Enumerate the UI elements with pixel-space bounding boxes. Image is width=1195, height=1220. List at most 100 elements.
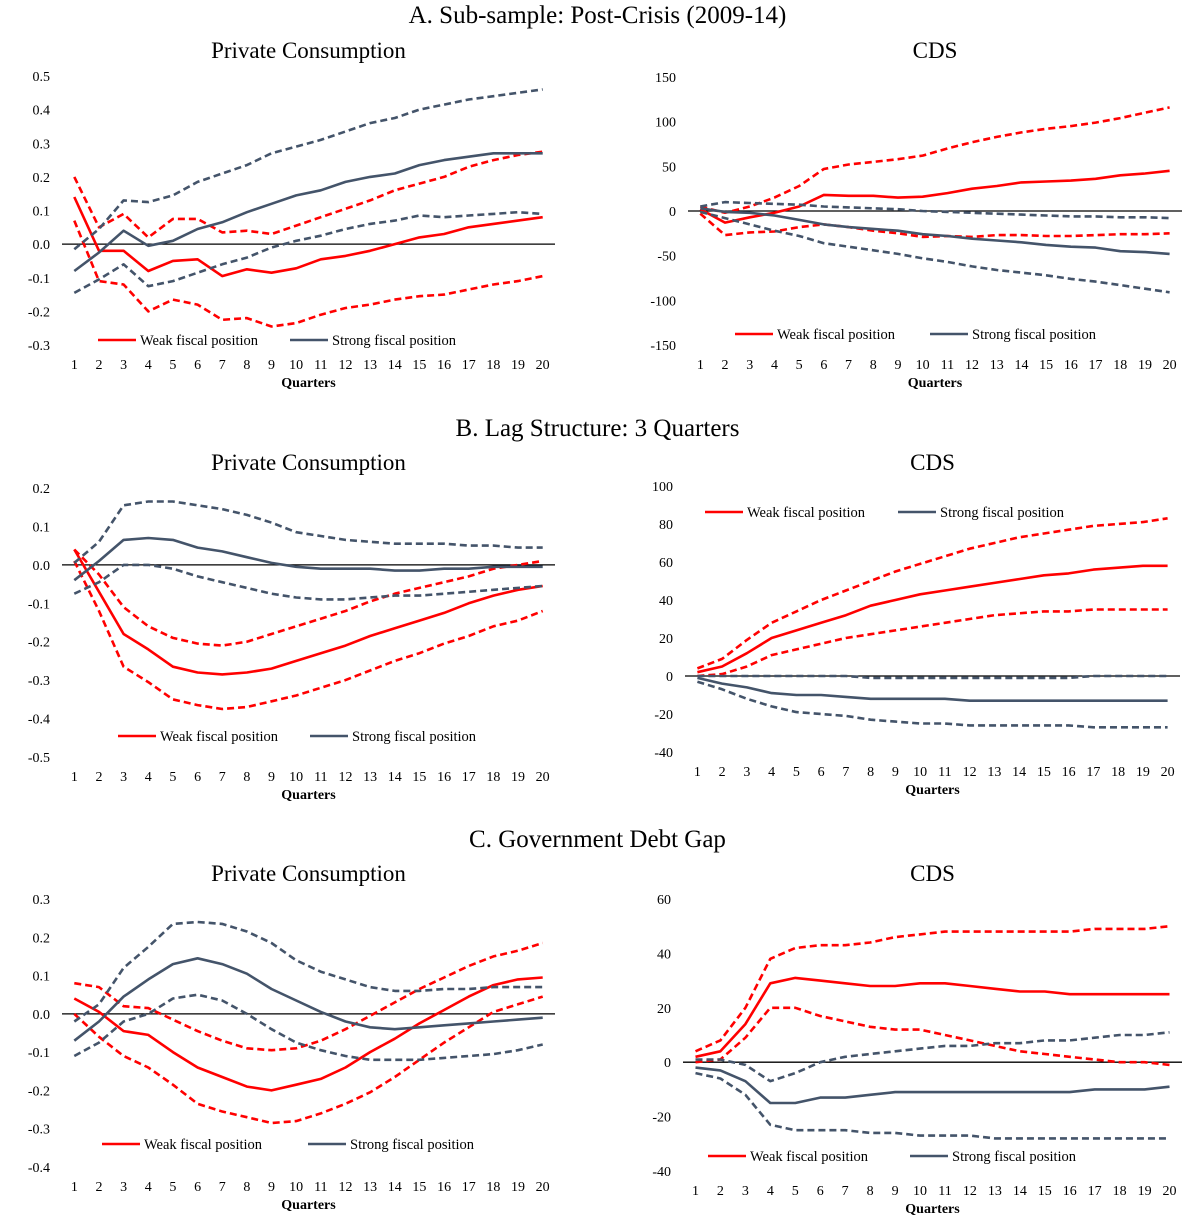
strong-band-line xyxy=(697,680,1168,729)
y-tick-label: 0.0 xyxy=(33,238,51,253)
x-tick-label: 4 xyxy=(145,770,152,785)
x-tick-label: 17 xyxy=(462,1180,476,1195)
x-tick-label: 19 xyxy=(511,770,525,785)
y-tick-label: -100 xyxy=(650,294,676,309)
x-tick-label: 5 xyxy=(169,358,176,373)
x-tick-label: 20 xyxy=(1163,1184,1177,1199)
x-tick-label: 14 xyxy=(1014,358,1028,373)
x-tick-label: 12 xyxy=(965,358,979,373)
strong-band-line xyxy=(695,1071,1170,1140)
x-tick-label: 7 xyxy=(842,765,849,780)
x-tick-label: 3 xyxy=(746,358,753,373)
legend-label-weak: Weak fiscal position xyxy=(160,729,279,745)
x-tick-label: 18 xyxy=(486,770,500,785)
x-tick-label: 12 xyxy=(963,765,977,780)
weak-band-line xyxy=(74,941,544,1052)
weak-band-line xyxy=(73,560,544,711)
y-tick-label: 40 xyxy=(659,594,673,609)
y-tick-label: 0.0 xyxy=(33,1008,51,1023)
y-tick-label: 0.1 xyxy=(33,970,51,985)
x-tick-label: 5 xyxy=(169,1180,176,1195)
x-tick-label: 15 xyxy=(412,358,426,373)
legend-label-weak: Weak fiscal position xyxy=(144,1137,263,1153)
weak-series-line xyxy=(73,548,543,676)
x-tick-label: 14 xyxy=(388,770,402,785)
y-tick-label: 0 xyxy=(664,1056,671,1071)
strong-band-line xyxy=(699,210,1170,294)
x-tick-label: 20 xyxy=(536,770,550,785)
x-tick-label: 19 xyxy=(1138,358,1152,373)
x-tick-label: 17 xyxy=(1086,765,1100,780)
y-tick-label: -0.1 xyxy=(28,272,50,287)
strong-series-line xyxy=(697,676,1168,703)
weak-series-line xyxy=(73,976,543,1092)
weak-band-line xyxy=(73,150,543,239)
x-tick-label: 12 xyxy=(963,1184,977,1199)
x-tick-label: 7 xyxy=(219,770,226,785)
strong-series-line xyxy=(73,957,543,1042)
x-tick-label: 20 xyxy=(1163,358,1177,373)
x-axis-label: Quarters xyxy=(905,783,960,798)
weak-band-line xyxy=(694,924,1170,1053)
x-tick-label: 1 xyxy=(697,358,704,373)
x-axis-label: Quarters xyxy=(281,788,336,803)
weak-series-line xyxy=(697,564,1168,674)
x-tick-label: 10 xyxy=(289,1180,303,1195)
x-axis-label: Quarters xyxy=(281,1198,336,1213)
x-tick-label: 2 xyxy=(95,770,102,785)
x-tick-label: 15 xyxy=(412,1180,426,1195)
y-tick-label: -0.2 xyxy=(28,636,50,651)
x-tick-label: 19 xyxy=(1136,765,1150,780)
x-tick-label: 7 xyxy=(845,358,852,373)
y-tick-label: 0.2 xyxy=(33,171,51,186)
chart-b-private-consumption: Private Consumption 0.2 0.1 0.0 -0.1 -0.2 -0.3… xyxy=(28,450,555,803)
y-tick-label: -150 xyxy=(650,339,676,354)
legend-label-weak: Weak fiscal position xyxy=(747,505,866,521)
x-tick-label: 11 xyxy=(938,1184,951,1199)
chart-a-private-consumption: Private Consumption 0.5 0.4 0.3 0.2 0.1 0.0 -0.… xyxy=(28,38,555,391)
x-tick-label: 3 xyxy=(120,358,127,373)
chart-title: CDS xyxy=(913,38,958,63)
chart-title: Private Consumption xyxy=(211,861,406,886)
chart-c-private-consumption: Private Consumption 0.3 0.2 0.1 0.0 -0.1 -0.2 -… xyxy=(28,861,555,1213)
x-tick-label: 18 xyxy=(486,1180,500,1195)
y-tick-label: 60 xyxy=(659,556,673,571)
y-tick-label: -0.5 xyxy=(28,751,50,766)
x-tick-label: 5 xyxy=(169,770,176,785)
x-tick-label: 16 xyxy=(437,770,451,785)
weak-band-line xyxy=(699,106,1170,215)
weak-band-line xyxy=(73,220,543,328)
x-tick-label: 17 xyxy=(1088,1184,1102,1199)
x-tick-label: 17 xyxy=(462,770,476,785)
x-tick-label: 11 xyxy=(314,358,327,373)
x-tick-label: 12 xyxy=(338,1180,352,1195)
strong-band-line xyxy=(73,920,543,1023)
x-tick-label: 13 xyxy=(363,1180,377,1195)
x-tick-label: 10 xyxy=(916,358,930,373)
x-tick-label: 10 xyxy=(913,765,927,780)
x-tick-label: 4 xyxy=(768,765,775,780)
y-tick-label: -0.3 xyxy=(28,1123,50,1138)
x-tick-label: 9 xyxy=(894,358,901,373)
x-tick-label: 2 xyxy=(722,358,729,373)
weak-band-line xyxy=(697,608,1168,678)
x-tick-label: 16 xyxy=(437,1180,451,1195)
x-tick-label: 11 xyxy=(938,765,951,780)
y-tick-label: 0 xyxy=(669,205,676,220)
legend-label-weak: Weak fiscal position xyxy=(777,327,896,343)
x-tick-label: 17 xyxy=(462,358,476,373)
y-tick-label: -20 xyxy=(654,708,673,723)
x-tick-label: 1 xyxy=(71,770,78,785)
x-tick-label: 1 xyxy=(71,358,78,373)
x-tick-label: 20 xyxy=(536,1180,550,1195)
x-tick-label: 17 xyxy=(1089,358,1103,373)
x-tick-label: 18 xyxy=(486,358,500,373)
x-tick-label: 2 xyxy=(95,1180,102,1195)
strong-band-line xyxy=(73,210,543,295)
x-tick-label: 6 xyxy=(820,358,827,373)
x-tick-label: 9 xyxy=(268,770,275,785)
x-tick-label: 19 xyxy=(511,1180,525,1195)
y-tick-label: -0.3 xyxy=(28,339,50,354)
x-tick-label: 7 xyxy=(219,358,226,373)
